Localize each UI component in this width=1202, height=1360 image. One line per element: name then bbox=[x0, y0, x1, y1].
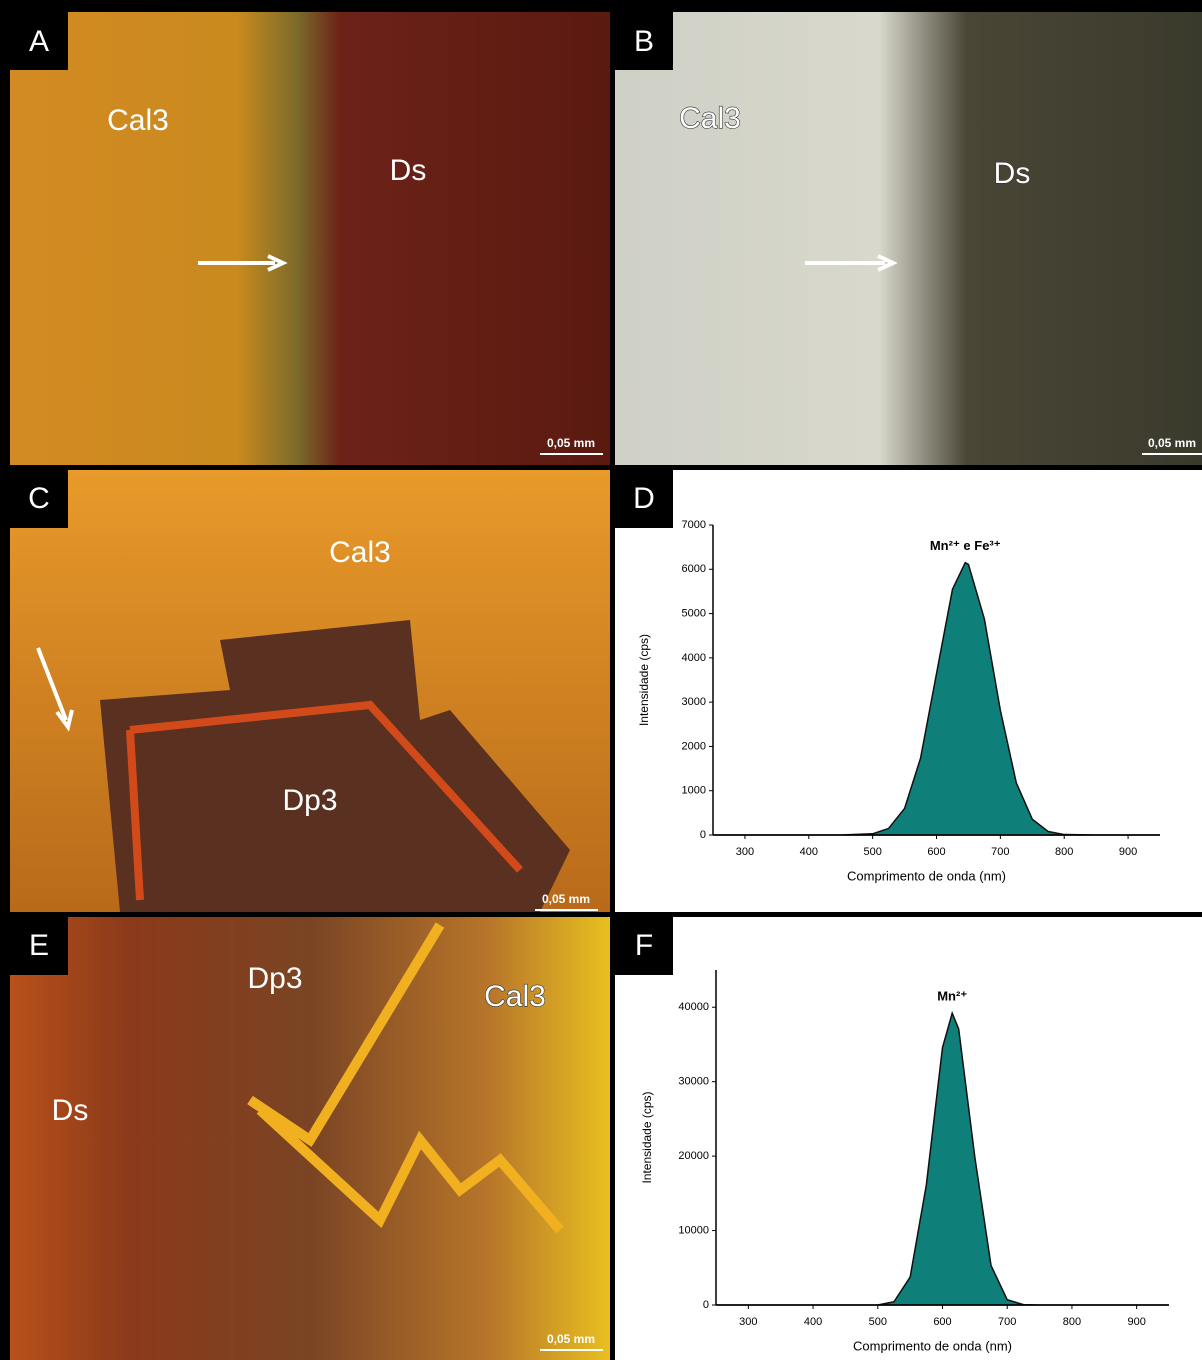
x-tick-label: 400 bbox=[800, 846, 818, 858]
panel-label: E bbox=[29, 929, 49, 962]
scale-bar: 0,05 mm bbox=[542, 892, 590, 906]
annotation: Mn²⁺ e Fe³⁺ bbox=[930, 538, 1001, 553]
scale-bar: 0,05 mm bbox=[1148, 436, 1196, 450]
x-tick-label: 800 bbox=[1055, 846, 1073, 858]
chart: 300 400 500 600 700 800 900 0 1000 2000 3000 4000 50… bbox=[615, 470, 1202, 912]
panel-label: B bbox=[634, 25, 654, 58]
annotation: Cal3 bbox=[107, 104, 169, 137]
x-tick-label: 600 bbox=[927, 846, 945, 858]
panel-label: F bbox=[635, 929, 653, 962]
y-tick-label: 30000 bbox=[678, 1076, 709, 1088]
y-tick-label: 10000 bbox=[678, 1224, 709, 1236]
x-tick-label: 300 bbox=[739, 1316, 757, 1328]
annotation: Dp3 bbox=[282, 784, 337, 817]
micrograph bbox=[10, 12, 610, 465]
y-tick-label: 20000 bbox=[678, 1150, 709, 1162]
scale-bar: 0,05 mm bbox=[547, 436, 595, 450]
y-tick-label: 6000 bbox=[682, 563, 706, 575]
panel-c: C Cal3 Dp3 0,05 mm bbox=[10, 470, 610, 912]
panel-label: C bbox=[28, 482, 50, 515]
x-tick-label: 600 bbox=[933, 1316, 951, 1328]
y-axis-title: Intensidade (cps) bbox=[640, 1091, 654, 1183]
x-tick-label: 300 bbox=[736, 846, 754, 858]
y-tick-label: 0 bbox=[700, 829, 706, 841]
panel-b: B Cal3 Ds 0,05 mm bbox=[615, 12, 1202, 465]
chart: 300 400 500 600 700 800 900 0 10000 20000 30000 400… bbox=[615, 917, 1202, 1360]
y-axis-title: Intensidade (cps) bbox=[637, 634, 651, 726]
y-tick-label: 4000 bbox=[682, 652, 706, 664]
annotation: Ds bbox=[994, 157, 1031, 190]
panel-label: A bbox=[29, 25, 49, 58]
x-tick-label: 900 bbox=[1127, 1316, 1145, 1328]
scale-bar: 0,05 mm bbox=[547, 1332, 595, 1346]
y-tick-label: 3000 bbox=[682, 696, 706, 708]
x-axis-title: Comprimento de onda (nm) bbox=[847, 868, 1006, 883]
annotation: Ds bbox=[390, 154, 427, 187]
x-tick-label: 900 bbox=[1119, 846, 1137, 858]
x-axis-title: Comprimento de onda (nm) bbox=[853, 1338, 1012, 1353]
x-tick-label: 500 bbox=[863, 846, 881, 858]
x-tick-label: 800 bbox=[1063, 1316, 1081, 1328]
y-tick-label: 2000 bbox=[682, 740, 706, 752]
panel-label: D bbox=[633, 482, 655, 515]
x-tick-label: 500 bbox=[869, 1316, 887, 1328]
x-tick-label: 700 bbox=[991, 846, 1009, 858]
annotation: Cal3 bbox=[484, 980, 546, 1013]
annotation: Ds bbox=[52, 1094, 89, 1127]
annotation: Dp3 bbox=[247, 962, 302, 995]
annotation: Cal3 bbox=[679, 102, 741, 135]
y-tick-label: 1000 bbox=[682, 785, 706, 797]
y-tick-label: 40000 bbox=[678, 1001, 709, 1013]
panel-a: A Cal3 Ds 0,05 mm bbox=[10, 12, 610, 465]
chart-background bbox=[615, 470, 1202, 912]
panel-e: E Dp3 Cal3 Ds 0,05 mm bbox=[10, 917, 610, 1360]
x-tick-label: 400 bbox=[804, 1316, 822, 1328]
y-tick-label: 0 bbox=[703, 1299, 709, 1311]
figure: A Cal3 Ds 0,05 mm B Cal3 Ds 0,05 mm C Ca… bbox=[0, 0, 1202, 1360]
y-tick-label: 7000 bbox=[682, 519, 706, 531]
x-tick-label: 700 bbox=[998, 1316, 1016, 1328]
micrograph bbox=[615, 12, 1202, 465]
annotation: Mn²⁺ bbox=[937, 989, 967, 1004]
annotation: Cal3 bbox=[329, 536, 391, 569]
y-tick-label: 5000 bbox=[682, 607, 706, 619]
